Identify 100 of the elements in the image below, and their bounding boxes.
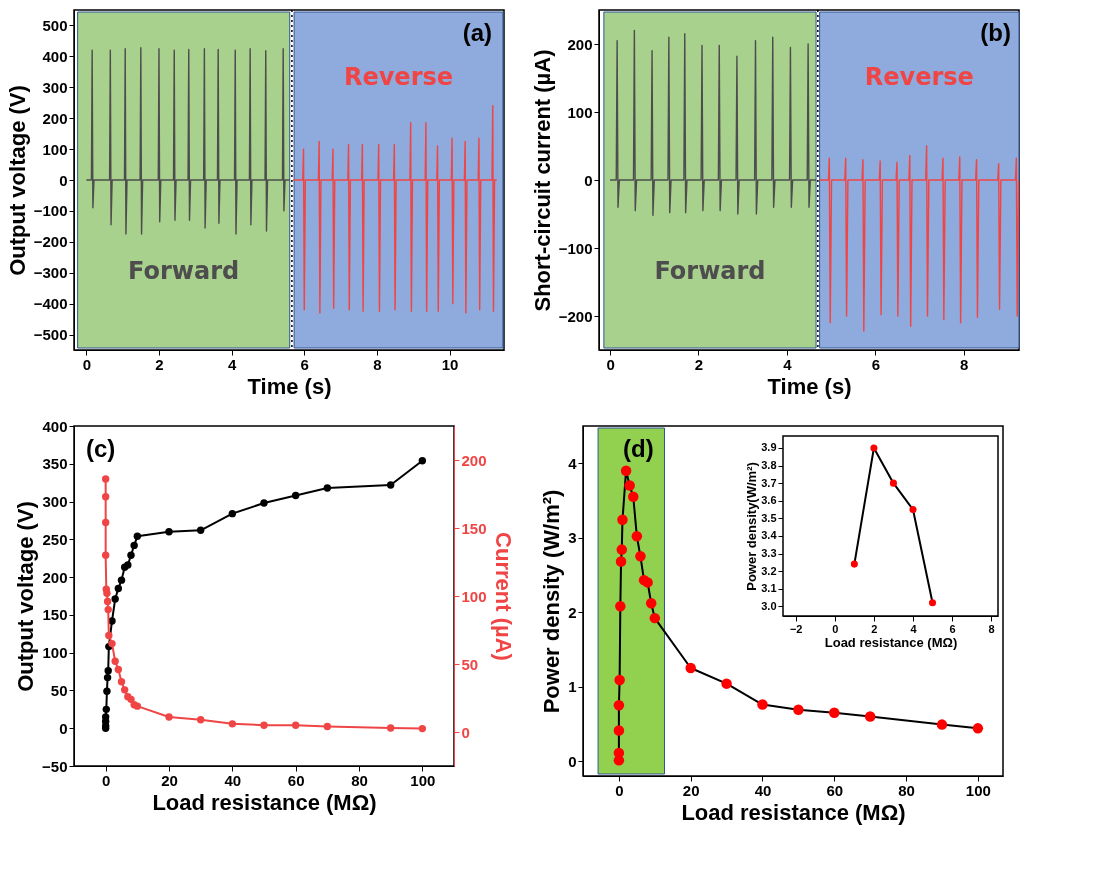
point [418,724,427,733]
point [114,584,123,593]
band-label: Reverse [864,63,974,91]
line-series [818,145,1019,332]
annotation: (b) [980,19,1011,46]
point [617,514,628,526]
point [111,657,119,665]
x-tick-label: 2 [871,622,878,635]
x-tick-label: 4 [910,622,918,635]
point [685,662,696,674]
point [165,528,173,536]
point [649,612,661,624]
point [133,702,142,710]
point [103,673,112,682]
y-tick-label: −100 [558,239,593,257]
y-tick-label: 3.2 [761,564,777,577]
point [628,491,639,502]
line-series [85,47,291,235]
point [418,457,427,465]
line-series [292,105,498,314]
point [928,599,937,607]
point [624,480,635,491]
x-tick-label: 100 [410,771,436,789]
point [972,723,984,734]
x-tick-label: 40 [224,771,242,789]
y-tick-label: −300 [33,264,68,282]
x-tick-label: 6 [300,355,309,373]
point [104,605,112,614]
y-tick-label: 200 [42,109,68,127]
y2-tick-label: 100 [461,587,487,605]
x-tick-label: 20 [682,781,700,799]
x-tick-label: 8 [960,355,969,373]
y-tick-label: 3 [568,529,577,547]
point [102,705,111,714]
point [850,560,858,568]
y-tick-label: −200 [33,233,68,251]
point [721,678,732,689]
x-tick-label: −2 [789,622,803,635]
y-tick-label: 3.5 [761,511,777,524]
x-axis-title: Time (s) [247,373,332,399]
point [635,551,646,562]
x-tick-label: 2 [694,355,704,373]
band-label: Reverse [343,63,454,91]
x-tick-label: 4 [783,355,793,373]
y-tick-label: 0 [584,171,593,189]
y-tick-label: 2 [568,603,577,621]
point [615,556,627,567]
point [105,631,113,640]
y-tick-label: −400 [33,295,68,313]
x-tick-label: 40 [754,781,772,799]
y2-tick-label: 50 [461,655,479,673]
y-tick-label: 250 [42,530,68,548]
point [103,589,111,597]
point [793,704,804,715]
point [196,716,205,724]
point [260,721,268,729]
x-axis-title: Load resistance (MΩ) [152,789,377,815]
annotation: (d) [623,435,654,462]
x-tick-label: 60 [826,781,844,799]
point [909,506,917,514]
point [124,561,132,569]
point [127,551,135,559]
y2-tick-label: 200 [461,451,487,469]
point [631,530,643,542]
point [645,598,657,609]
point [101,518,110,527]
x-axis-title: Load resistance (MΩ) [824,634,958,650]
point [228,509,237,518]
y-tick-label: 0 [568,752,577,770]
y-tick-label: 3.9 [761,441,777,454]
point [757,699,768,710]
y-axis-title: Output voltage (V) [13,501,39,692]
y-tick-label: 500 [42,16,68,34]
annotation: (c) [86,435,116,462]
y-tick-label: 3.8 [761,459,777,472]
point [101,475,110,483]
x-tick-label: 2 [155,355,164,373]
point [120,686,129,694]
point [642,577,653,588]
x-tick-label: 4 [227,355,237,373]
point [620,465,632,476]
point [613,700,625,711]
point [889,479,897,487]
point [386,724,395,732]
x-tick-label: 80 [898,781,915,799]
y-tick-label: 300 [42,493,68,511]
x-tick-label: 80 [351,771,368,789]
y-tick-label: 200 [567,35,593,53]
point [130,541,138,550]
point [103,687,111,695]
point [101,551,110,559]
y-tick-label: 1 [568,678,577,696]
point [291,491,300,500]
y-tick-label: 50 [50,681,68,699]
x-axis-title: Time (s) [767,373,852,399]
point [386,481,395,489]
point [870,444,878,452]
point [103,597,112,606]
point [104,667,112,675]
x-axis-title: Load resistance (MΩ) [681,799,906,825]
